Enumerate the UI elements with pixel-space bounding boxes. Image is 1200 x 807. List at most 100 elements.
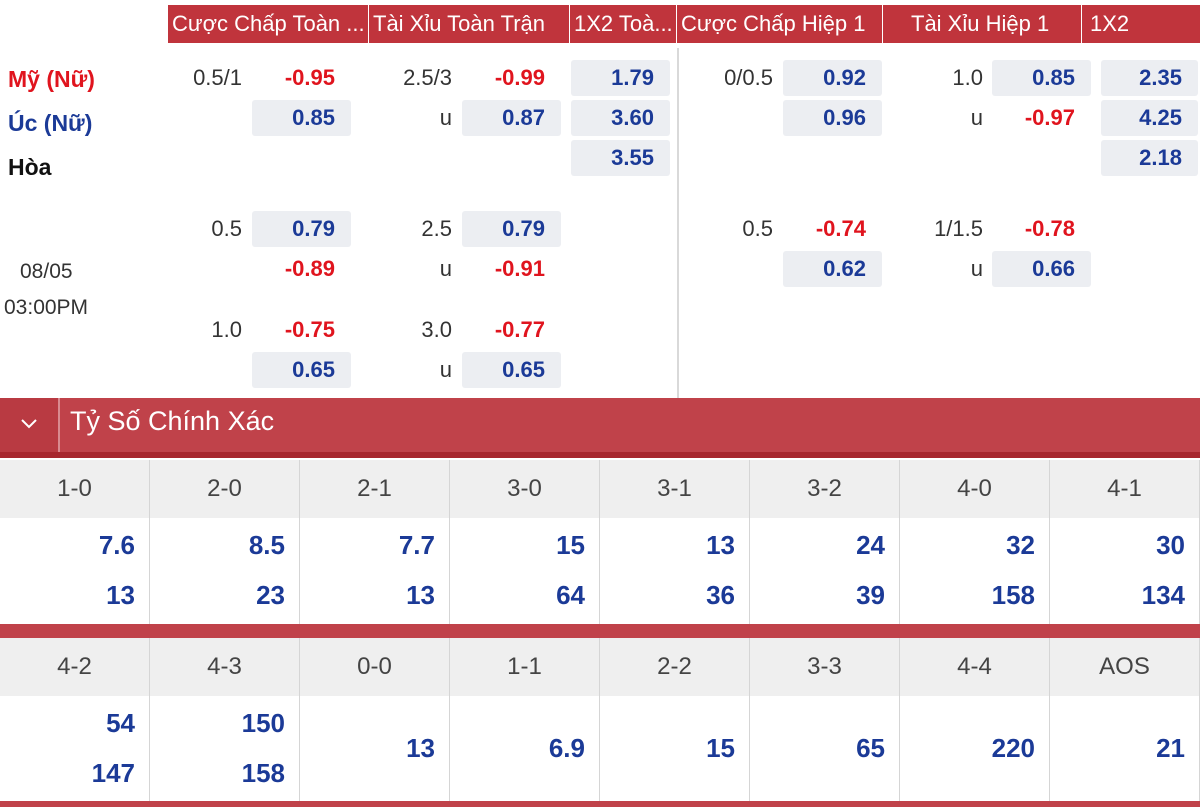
score-odds-away[interactable]: 36 xyxy=(706,580,735,610)
score-label: 4-0 xyxy=(900,460,1050,518)
header-ft-handicap[interactable]: Cược Chấp Toàn ... xyxy=(168,5,368,43)
score-odds-away[interactable]: 134 xyxy=(1141,580,1185,610)
score-odds-cell[interactable]: 13 36 xyxy=(600,518,750,624)
score-odds-cell[interactable]: 220 xyxy=(900,696,1050,802)
score-odds-cell[interactable]: 8.5 23 xyxy=(150,518,300,624)
ft-handicap-alt1-away-odds[interactable]: -0.89 xyxy=(284,256,335,281)
ft-1x2-home-odds[interactable]: 1.79 xyxy=(571,60,670,96)
ft-under-alt1-odds[interactable]: -0.91 xyxy=(494,256,545,281)
half-divider xyxy=(677,48,679,398)
ft-handicap-home-odds[interactable]: -0.95 xyxy=(284,65,335,90)
score-odds-home[interactable]: 15 xyxy=(556,530,585,560)
header-divider xyxy=(58,398,60,458)
score-odds-cell[interactable]: 150 158 xyxy=(150,696,300,802)
score-odds-home[interactable]: 150 xyxy=(241,708,285,738)
score-odds-cell[interactable]: 6.9 xyxy=(450,696,600,802)
ft-under-label: u xyxy=(439,105,452,130)
ft-under-alt1-label: u xyxy=(439,256,452,281)
header-h1-1x2[interactable]: 1X2 xyxy=(1082,5,1200,43)
h1-handicap-away-odds[interactable]: 0.96 xyxy=(783,100,882,136)
score-odds-cell[interactable]: 32 158 xyxy=(900,518,1050,624)
ft-handicap-alt1-home-odds[interactable]: 0.79 xyxy=(252,211,351,247)
score-odds-home[interactable]: 13 xyxy=(706,530,735,560)
chevron-down-icon[interactable] xyxy=(0,398,58,458)
ft-handicap-away-odds[interactable]: 0.85 xyxy=(252,100,351,136)
score-odds-cell[interactable]: 13 xyxy=(300,696,450,802)
score-odds-away[interactable]: 158 xyxy=(991,580,1035,610)
score-odds-cell[interactable]: 15 64 xyxy=(450,518,600,624)
score-odds-cell[interactable]: 7.7 13 xyxy=(300,518,450,624)
score-odds-home[interactable]: 8.5 xyxy=(248,530,285,560)
h1-1x2-home-odds[interactable]: 2.35 xyxy=(1101,60,1198,96)
header-h1-over-under[interactable]: Tài Xỉu Hiệp 1 xyxy=(883,5,1081,43)
score-odds-cell[interactable]: 54 147 xyxy=(0,696,150,802)
ft-handicap-alt2-away-odds[interactable]: 0.65 xyxy=(252,352,351,388)
score-odds-away[interactable]: 23 xyxy=(256,580,285,610)
score-odds[interactable]: 13 xyxy=(406,733,435,763)
score-odds-cell[interactable]: 65 xyxy=(750,696,900,802)
score-odds-cell[interactable]: 24 39 xyxy=(750,518,900,624)
h1-1x2-away-odds[interactable]: 4.25 xyxy=(1101,100,1198,136)
odds-header: Cược Chấp Toàn ... Tài Xỉu Toàn Trận 1X2… xyxy=(0,0,1200,48)
match-time: 03:00PM xyxy=(4,296,89,319)
score-odds-away[interactable]: 158 xyxy=(241,758,285,788)
score-odds-away[interactable]: 13 xyxy=(106,580,135,610)
score-odds-home[interactable]: 30 xyxy=(1156,530,1185,560)
h1-handicap-alt1-line: 0.5 xyxy=(742,216,773,241)
correct-score-title: Tỷ Số Chính Xác xyxy=(70,406,275,436)
h1-under-odds[interactable]: -0.97 xyxy=(1024,105,1075,130)
ft-under-alt2-odds[interactable]: 0.65 xyxy=(462,352,561,388)
h1-over-alt1-odds[interactable]: -0.78 xyxy=(1024,216,1075,241)
h1-under-alt1-label: u xyxy=(970,256,983,281)
header-underline xyxy=(0,452,1200,458)
ft-over-alt2-odds[interactable]: -0.77 xyxy=(494,317,545,342)
ft-1x2-away-odds[interactable]: 3.60 xyxy=(571,100,670,136)
h1-under-label: u xyxy=(970,105,983,130)
score-label: 2-2 xyxy=(600,638,750,696)
header-ft-over-under[interactable]: Tài Xỉu Toàn Trận xyxy=(369,5,569,43)
header-ft-1x2[interactable]: 1X2 Toà... xyxy=(570,5,676,43)
score-label: 4-4 xyxy=(900,638,1050,696)
score-odds-away[interactable]: 39 xyxy=(856,580,885,610)
h1-handicap-alt1-home-odds[interactable]: -0.74 xyxy=(815,216,866,241)
ft-over-odds[interactable]: -0.99 xyxy=(494,65,545,90)
ft-under-odds[interactable]: 0.87 xyxy=(462,100,561,136)
away-team-name: Úc (Nữ) xyxy=(8,110,93,136)
score-odds[interactable]: 220 xyxy=(991,733,1035,763)
score-odds[interactable]: 15 xyxy=(706,733,735,763)
draw-label: Hòa xyxy=(8,154,52,180)
score-odds-home[interactable]: 32 xyxy=(1006,530,1035,560)
score-odds-home[interactable]: 7.6 xyxy=(98,530,135,560)
score-odds-home[interactable]: 54 xyxy=(106,708,135,738)
score-odds-away[interactable]: 13 xyxy=(406,580,435,610)
bottom-border xyxy=(0,801,1200,807)
h1-1x2-draw-odds[interactable]: 2.18 xyxy=(1101,140,1198,176)
h1-handicap-home-odds[interactable]: 0.92 xyxy=(783,60,882,96)
score-odds-cell[interactable]: 15 xyxy=(600,696,750,802)
score-odds[interactable]: 65 xyxy=(856,733,885,763)
h1-over-under-alt1-line: 1/1.5 xyxy=(934,216,983,241)
score-label: 4-2 xyxy=(0,638,150,696)
h1-handicap-line: 0/0.5 xyxy=(724,65,773,90)
h1-under-alt1-odds[interactable]: 0.66 xyxy=(992,251,1091,287)
score-odds-home[interactable]: 7.7 xyxy=(398,530,435,560)
score-odds-cell[interactable]: 7.6 13 xyxy=(0,518,150,624)
score-odds[interactable]: 21 xyxy=(1156,733,1185,763)
ft-over-under-line: 2.5/3 xyxy=(403,65,452,90)
ft-over-under-alt1-line: 2.5 xyxy=(421,216,452,241)
score-label: 4-3 xyxy=(150,638,300,696)
score-odds-away[interactable]: 147 xyxy=(91,758,135,788)
score-label: 1-0 xyxy=(0,460,150,518)
h1-over-odds[interactable]: 0.85 xyxy=(992,60,1091,96)
ft-over-alt1-odds[interactable]: 0.79 xyxy=(462,211,561,247)
score-odds-home[interactable]: 24 xyxy=(856,530,885,560)
score-odds-away[interactable]: 64 xyxy=(556,580,585,610)
ft-1x2-draw-odds[interactable]: 3.55 xyxy=(571,140,670,176)
header-h1-handicap[interactable]: Cược Chấp Hiệp 1 xyxy=(677,5,882,43)
score-odds-cell[interactable]: 30 134 xyxy=(1050,518,1200,624)
score-odds-cell[interactable]: 21 xyxy=(1050,696,1200,802)
score-odds[interactable]: 6.9 xyxy=(548,733,585,763)
correct-score-header[interactable]: Tỷ Số Chính Xác xyxy=(0,398,1200,458)
h1-handicap-alt1-away-odds[interactable]: 0.62 xyxy=(783,251,882,287)
ft-handicap-alt2-home-odds[interactable]: -0.75 xyxy=(284,317,335,342)
